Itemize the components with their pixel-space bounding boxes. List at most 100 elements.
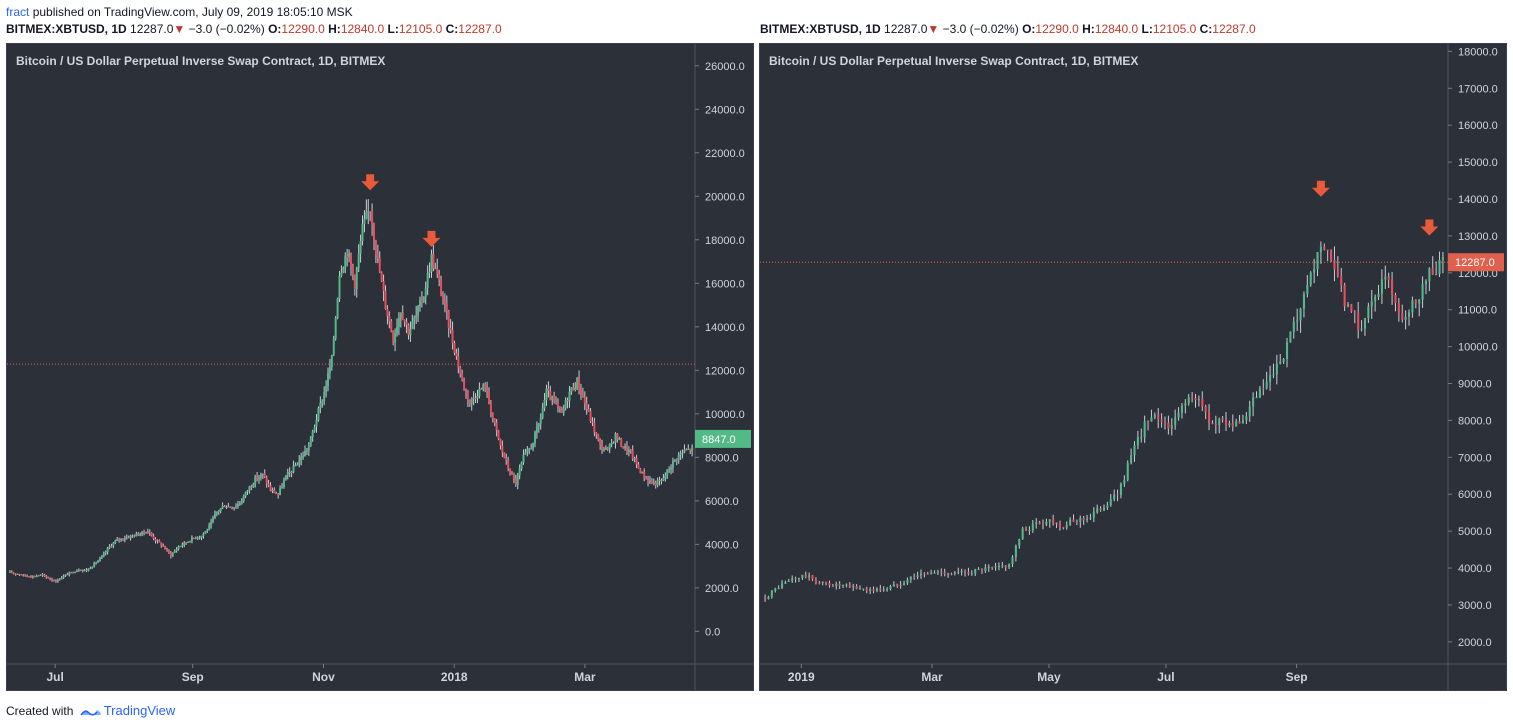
y-tick-label: 5000.0: [1458, 526, 1492, 538]
candle-body: [29, 576, 32, 578]
candle-body: [108, 546, 111, 549]
candle-body: [447, 310, 450, 329]
candle-body: [250, 486, 253, 488]
candle-body: [970, 573, 973, 575]
candle-body: [328, 367, 331, 374]
candle-body: [392, 331, 395, 343]
candle-body: [629, 449, 632, 451]
candle-body: [154, 538, 157, 542]
candle-body: [74, 572, 77, 574]
candle-body: [118, 538, 121, 541]
candle-body: [378, 258, 381, 273]
y-tick-label: 18000.0: [1458, 46, 1498, 58]
y-tick-label: 8000.0: [1458, 415, 1492, 427]
candle-body: [681, 452, 684, 454]
candle-body: [436, 268, 439, 274]
candle-body: [1191, 397, 1194, 399]
candle-body: [66, 574, 69, 576]
chart-svg-right[interactable]: Bitcoin / US Dollar Perpetual Inverse Sw…: [760, 44, 1506, 690]
candle-body: [899, 584, 902, 586]
author-link[interactable]: fract: [6, 5, 30, 19]
y-tick-label: 9000.0: [1458, 379, 1492, 391]
candle-body: [476, 396, 479, 399]
candle-body: [886, 589, 889, 591]
chart-svg-left[interactable]: Bitcoin / US Dollar Perpetual Inverse Sw…: [7, 44, 753, 690]
candle-body: [533, 432, 536, 444]
candle-body: [1028, 530, 1031, 532]
candle-body: [639, 468, 642, 474]
candle-body: [261, 473, 264, 475]
candle-body: [1231, 423, 1234, 427]
tradingview-brand-link[interactable]: TradingView: [103, 703, 176, 718]
candle-body: [1109, 499, 1112, 506]
candle-body: [1350, 304, 1353, 312]
candle-body: [225, 507, 228, 509]
candle-body: [206, 529, 209, 532]
candle-body: [246, 490, 249, 492]
chart-panel-right[interactable]: Bitcoin / US Dollar Perpetual Inverse Sw…: [759, 43, 1507, 691]
candle-body: [1096, 508, 1099, 513]
candle-body: [72, 572, 75, 574]
candle-body: [555, 401, 558, 404]
candle-body: [75, 570, 78, 573]
candle-body: [102, 553, 105, 557]
candle-body: [1316, 252, 1319, 270]
candle-body: [420, 299, 423, 303]
candle-body: [980, 569, 984, 571]
price-change-right: −3.0 (−0.02%): [942, 22, 1019, 36]
candle-body: [1116, 494, 1119, 496]
candle-body: [1008, 564, 1011, 568]
candle-body: [1089, 517, 1092, 519]
candle-body: [1407, 312, 1411, 317]
candle-body: [909, 576, 912, 580]
open-label-right: O:: [1022, 22, 1036, 36]
candle-body: [558, 406, 561, 408]
candle-body: [288, 471, 291, 473]
candle-body: [1106, 505, 1109, 508]
candle-body: [814, 579, 817, 583]
interval-label-right: 1D: [865, 22, 881, 36]
chart-panel-left[interactable]: Bitcoin / US Dollar Perpetual Inverse Sw…: [6, 43, 754, 691]
candle-body: [1031, 523, 1034, 531]
candle-body: [797, 577, 801, 579]
candle-body: [18, 573, 21, 575]
candle-body: [223, 506, 226, 508]
candle-body: [1221, 418, 1224, 420]
candle-body: [532, 443, 535, 449]
candle-body: [503, 452, 506, 459]
candle-body: [601, 444, 604, 450]
candle-body: [774, 588, 777, 591]
candle-body: [1211, 422, 1214, 424]
candle-body: [340, 272, 343, 276]
x-tick-label: Jul: [46, 670, 63, 684]
candle-body: [56, 579, 59, 583]
candle-body: [791, 578, 794, 581]
candle-body: [487, 390, 490, 403]
candle-body: [635, 458, 638, 465]
candle-body: [677, 455, 680, 460]
candle-body: [572, 387, 575, 391]
candle-body: [764, 597, 767, 600]
candle-body: [256, 476, 259, 480]
candle-body: [1309, 272, 1312, 285]
candle-body: [940, 571, 943, 573]
candle-body: [984, 567, 987, 571]
x-tick-label: Jul: [1157, 670, 1174, 684]
candle-body: [267, 483, 270, 486]
candle-body: [1428, 268, 1431, 281]
candle-body: [20, 574, 23, 576]
candle-body: [116, 538, 119, 541]
candle-body: [1438, 259, 1441, 274]
candle-body: [578, 377, 581, 390]
candle-body: [135, 533, 138, 537]
candle-body: [380, 272, 383, 282]
candle-body: [294, 465, 297, 467]
candle-body: [334, 318, 337, 339]
candle-body: [670, 467, 673, 470]
candle-body: [1441, 257, 1444, 260]
candle-body: [1258, 388, 1261, 398]
candle-body: [1275, 363, 1278, 375]
candle-body: [1011, 557, 1014, 565]
symbol-label: BITMEX:XBTUSD,: [6, 22, 108, 36]
candle-body: [1248, 406, 1251, 417]
